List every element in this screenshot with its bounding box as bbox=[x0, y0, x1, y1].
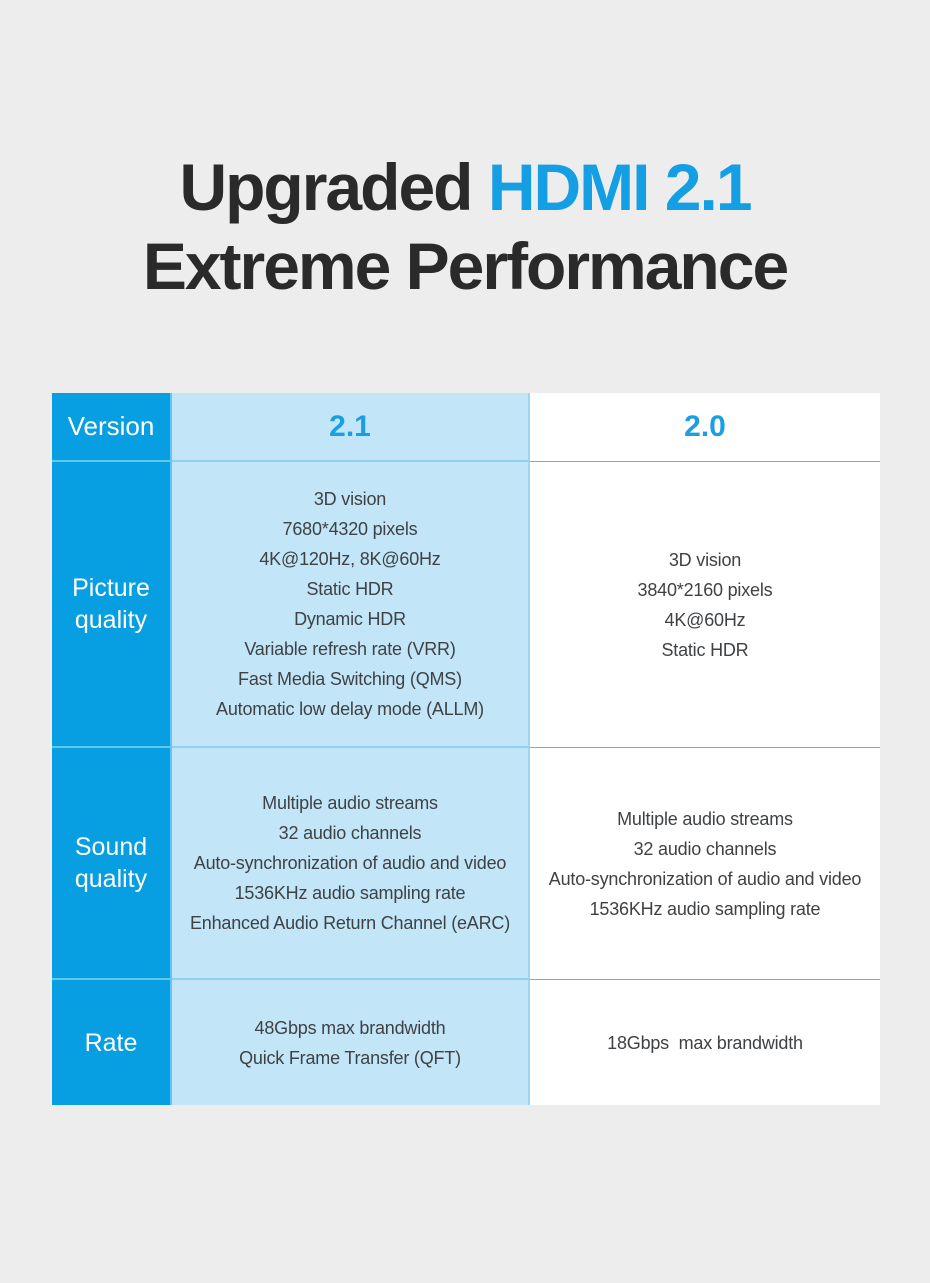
title-hdmi-2-1-text: HDMI 2.1 bbox=[487, 150, 753, 224]
row-label-rate: Rate bbox=[52, 980, 172, 1105]
page-title: Upgraded HDMI 2.1 Extreme Performance bbox=[0, 148, 930, 306]
title-upgraded-text: Upgraded bbox=[179, 150, 488, 224]
title-line-2: Extreme Performance bbox=[142, 229, 789, 303]
picture-quality-hdmi-2-1-cell: 3D vision 7680*4320 pixels 4K@120Hz, 8K@… bbox=[172, 462, 530, 748]
row-label-picture-quality: Picture quality bbox=[52, 462, 172, 748]
title-line-1: Upgraded HDMI 2.1 bbox=[0, 148, 930, 227]
sound-quality-hdmi-2-1-cell: Multiple audio streams 32 audio channels… bbox=[172, 748, 530, 980]
header-hdmi-2-1-cell: 2.1 bbox=[172, 393, 530, 462]
row-label-sound-quality: Sound quality bbox=[52, 748, 172, 980]
sound-quality-hdmi-2-0-cell: Multiple audio streams 32 audio channels… bbox=[530, 748, 880, 980]
picture-quality-hdmi-2-0-cell: 3D vision 3840*2160 pixels 4K@60Hz Stati… bbox=[530, 462, 880, 748]
comparison-table: Version 2.1 2.0 Picture quality 3D visio… bbox=[52, 393, 880, 1105]
header-hdmi-2-0-cell: 2.0 bbox=[530, 393, 880, 462]
header-version-cell: Version bbox=[52, 393, 172, 462]
rate-hdmi-2-0-cell: 18Gbps max brandwidth bbox=[530, 980, 880, 1105]
rate-hdmi-2-1-cell: 48Gbps max brandwidth Quick Frame Transf… bbox=[172, 980, 530, 1105]
